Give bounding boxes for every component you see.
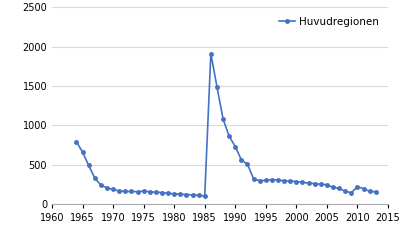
Huvudregionen [233, 145, 238, 148]
Huvudregionen [123, 190, 128, 193]
Huvudregionen [227, 135, 232, 138]
Huvudregionen [117, 190, 122, 192]
Huvudregionen [184, 193, 189, 196]
Huvudregionen [80, 151, 85, 154]
Huvudregionen [349, 191, 354, 194]
Huvudregionen [160, 191, 164, 194]
Huvudregionen [208, 52, 213, 55]
Huvudregionen [190, 193, 195, 196]
Huvudregionen [221, 118, 226, 120]
Huvudregionen [196, 194, 201, 197]
Huvudregionen [373, 190, 378, 193]
Huvudregionen [251, 177, 256, 180]
Huvudregionen [264, 179, 268, 182]
Huvudregionen [172, 192, 176, 195]
Huvudregionen [239, 158, 244, 161]
Huvudregionen [288, 180, 293, 183]
Huvudregionen [74, 140, 79, 143]
Huvudregionen [104, 186, 109, 189]
Huvudregionen [111, 188, 116, 191]
Huvudregionen [135, 190, 140, 193]
Huvudregionen [98, 184, 103, 186]
Huvudregionen [324, 183, 329, 186]
Huvudregionen [178, 193, 183, 196]
Huvudregionen [86, 164, 91, 167]
Huvudregionen [318, 183, 323, 186]
Legend: Huvudregionen: Huvudregionen [275, 12, 383, 31]
Huvudregionen [129, 190, 134, 193]
Huvudregionen [92, 177, 97, 180]
Huvudregionen [294, 180, 299, 183]
Huvudregionen [361, 187, 366, 190]
Line: Huvudregionen: Huvudregionen [75, 52, 378, 198]
Huvudregionen [166, 192, 170, 195]
Huvudregionen [257, 179, 262, 182]
Huvudregionen [245, 163, 250, 166]
Huvudregionen [270, 178, 274, 181]
Huvudregionen [331, 186, 336, 189]
Huvudregionen [306, 182, 311, 185]
Huvudregionen [300, 181, 305, 184]
Huvudregionen [154, 191, 158, 194]
Huvudregionen [276, 179, 280, 181]
Huvudregionen [214, 85, 219, 88]
Huvudregionen [367, 190, 372, 193]
Huvudregionen [202, 195, 207, 198]
Huvudregionen [337, 187, 342, 190]
Huvudregionen [312, 182, 317, 185]
Huvudregionen [147, 190, 152, 193]
Huvudregionen [355, 185, 360, 188]
Huvudregionen [282, 179, 286, 182]
Huvudregionen [141, 190, 146, 192]
Huvudregionen [343, 190, 348, 193]
